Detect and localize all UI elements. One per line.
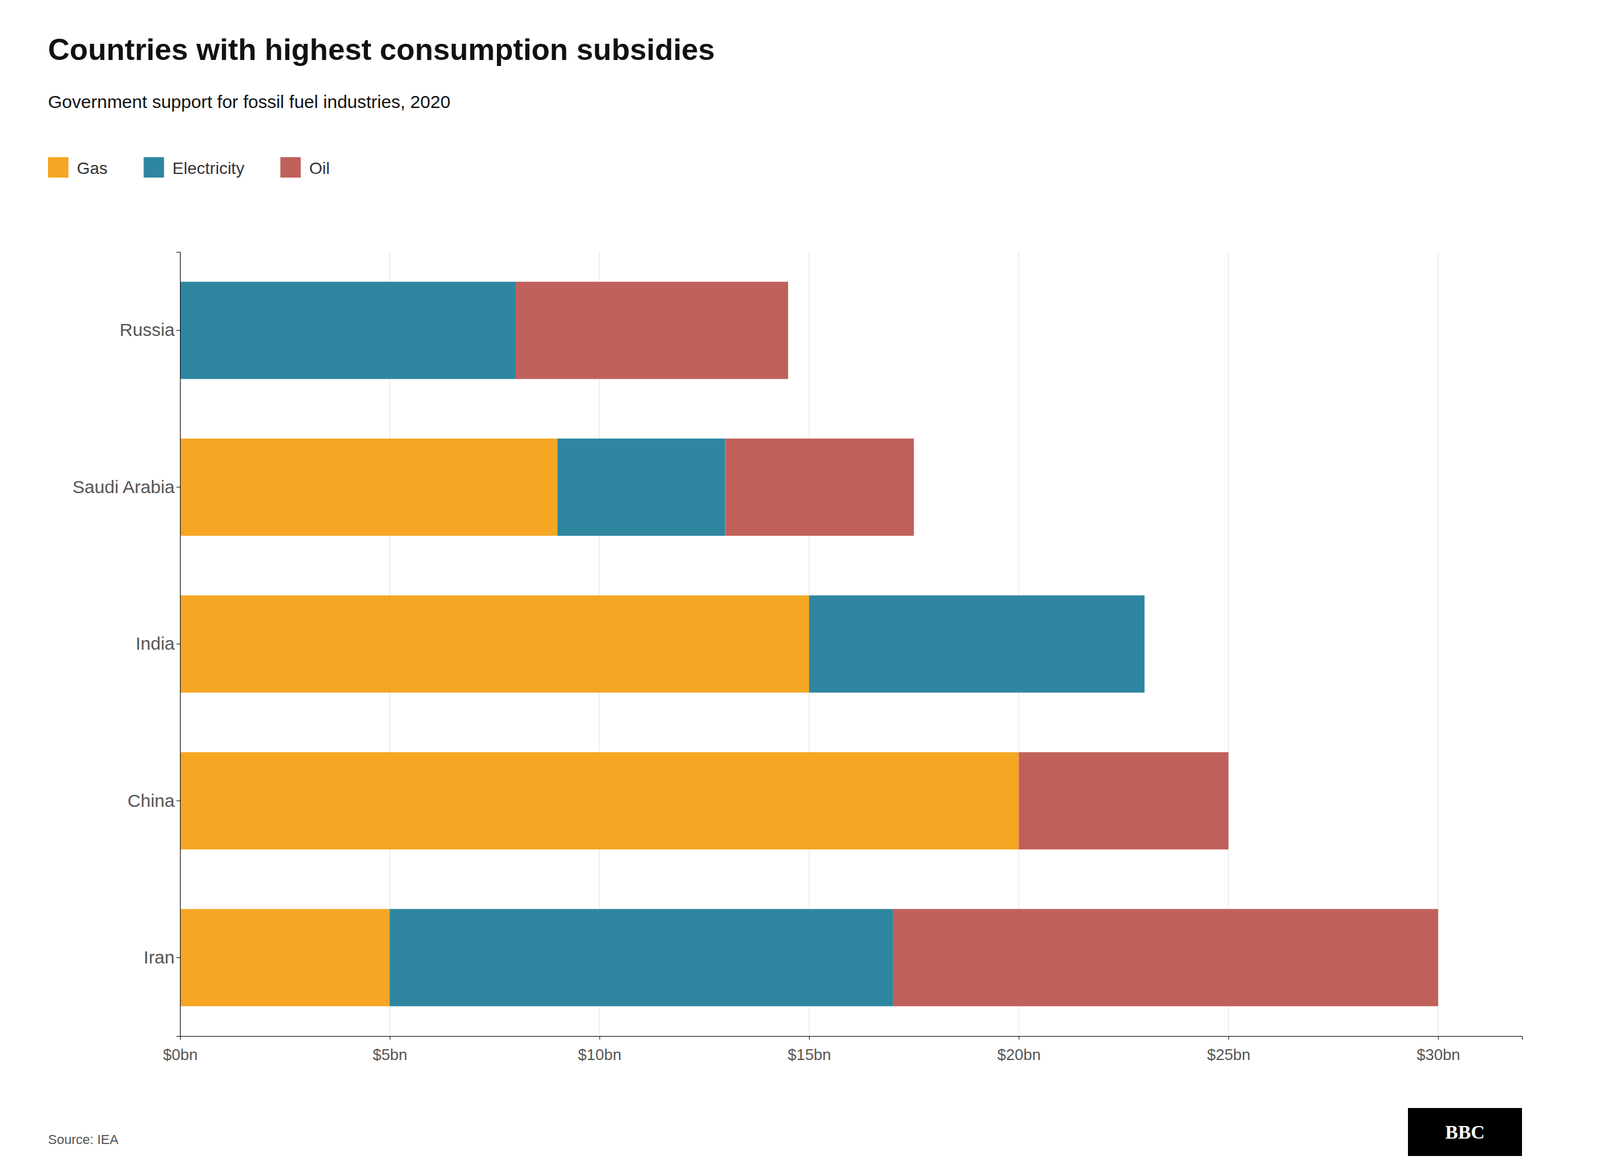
tick-mark <box>1437 1036 1439 1041</box>
tick-mark <box>389 1036 391 1041</box>
subtitle: Government support for fossil fuel indus… <box>48 91 451 112</box>
tick: $20bn <box>997 1036 1041 1065</box>
legend-item: Gas <box>48 157 108 178</box>
bar <box>389 909 894 1007</box>
bar <box>1144 595 1146 693</box>
tick-label: China <box>127 790 176 811</box>
tick-label: $15bn <box>787 1046 831 1065</box>
bar <box>724 438 914 536</box>
tick-mark <box>176 330 181 331</box>
legend-label: Gas <box>76 159 108 178</box>
tick-label: Iran <box>143 947 175 968</box>
tick-mark <box>1228 1036 1230 1041</box>
bar <box>180 595 810 693</box>
bar <box>515 282 788 380</box>
tick: $5bn <box>372 1036 408 1065</box>
logo-text: BBC <box>1445 1121 1485 1144</box>
source: Source: IEA <box>48 1132 119 1148</box>
bar <box>180 438 558 536</box>
series <box>515 282 1438 1008</box>
legend-item: Electricity <box>143 157 245 178</box>
tick-label: $20bn <box>997 1046 1041 1065</box>
legend-swatch <box>48 157 69 178</box>
tick: India <box>135 633 181 654</box>
chart: Countries with highest consumption subsi… <box>0 0 1600 1174</box>
legend: Gas Electricity Oil <box>48 157 330 178</box>
legend-swatch <box>280 157 301 178</box>
tick-label: $10bn <box>577 1046 622 1065</box>
tick-mark <box>176 487 181 488</box>
y-axis: Iran China India Saudi Arabia Russia <box>72 252 181 1038</box>
bar <box>180 752 1020 850</box>
tick: Russia <box>119 319 181 340</box>
tick: $25bn <box>1206 1036 1251 1065</box>
legend-label: Oil <box>309 159 330 178</box>
tick-mark <box>176 643 181 645</box>
legend-label: Electricity <box>172 159 245 178</box>
bar <box>180 909 390 1007</box>
tick-mark <box>176 800 181 802</box>
tick-label: $25bn <box>1206 1046 1251 1065</box>
logo: BBC <box>1407 1108 1522 1157</box>
tick-label: $0bn <box>163 1046 199 1065</box>
title: Countries with highest consumption subsi… <box>48 33 715 67</box>
tick-mark <box>1019 1036 1020 1041</box>
tick: $0bn <box>163 1036 199 1065</box>
bars <box>180 282 1438 1008</box>
bar <box>893 909 1438 1007</box>
tick: $30bn <box>1416 1036 1461 1065</box>
tick-label: India <box>135 633 175 654</box>
tick: Saudi Arabia <box>72 477 181 497</box>
bar <box>180 282 516 380</box>
tick-mark <box>176 957 181 959</box>
x-axis: $0bn $5bn $10bn $15bn $20bn $25bn $30bn <box>163 1036 1523 1065</box>
axis-line <box>180 1037 1523 1041</box>
legend-item: Oil <box>280 157 330 178</box>
bar <box>809 595 1145 693</box>
tick: $15bn <box>787 1036 831 1065</box>
tick: China <box>127 790 181 811</box>
legend-swatch <box>143 157 164 178</box>
grid <box>180 252 1438 1037</box>
series <box>180 282 1145 1008</box>
plot-area: $0bn $5bn $10bn $15bn $20bn $25bn $30bn Iran Chi… <box>72 252 1523 1065</box>
tick: Iran <box>143 947 181 968</box>
tick-label: $5bn <box>372 1046 408 1065</box>
bar <box>1019 752 1229 850</box>
tick-label: Saudi Arabia <box>72 477 175 497</box>
axis-line <box>176 252 181 1038</box>
bar <box>557 438 726 536</box>
tick-mark <box>809 1036 810 1041</box>
tick-mark <box>599 1036 601 1041</box>
logo-box <box>1407 1108 1522 1157</box>
tick: $10bn <box>577 1036 622 1065</box>
tick-label: $30bn <box>1416 1046 1461 1065</box>
tick-label: Russia <box>119 319 175 340</box>
